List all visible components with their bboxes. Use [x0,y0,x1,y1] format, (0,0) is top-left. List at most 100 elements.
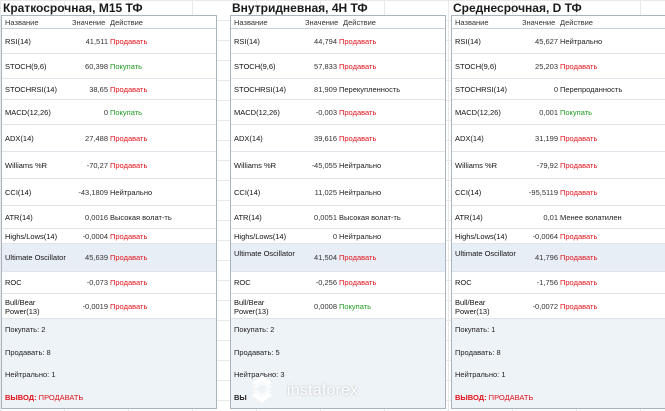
summary-buy: Покупать: 2 [234,325,275,334]
table-row: Highs/Lows(14) -0,0064 Продавать [452,229,665,244]
indicator-name: STOCH(9,6) [455,62,497,71]
indicator-value: 31,199 [535,134,558,143]
summary-neutral: Нейтрально: 3 [234,370,285,379]
indicator-action: Нейтрально [560,37,603,46]
indicator-action: Перепроданность [560,85,623,94]
indicator-action: Продавать [110,302,148,311]
indicator-name: STOCH(9,6) [5,62,47,71]
summary-buy: Покупать: 2 [5,325,46,334]
table-row: MACD(12,26) 0 Покупать [2,100,216,125]
indicator-value: 0,001 [539,108,558,117]
indicator-name: STOCHRSI(14) [5,85,57,94]
indicator-action: Продавать [110,37,148,46]
panel-title: Краткосрочная, M15 ТФ [3,1,143,15]
indicator-name: RSI(14) [5,37,31,46]
indicator-name: MACD(12,26) [234,108,280,117]
indicator-action: Продавать [110,253,148,262]
indicator-name: CCI(14) [5,188,32,197]
header-value: Значение [305,18,339,27]
indicator-name: ATR(14) [455,213,483,222]
indicator-name: Highs/Lows(14) [234,232,287,241]
table-row: STOCH(9,6) 60,398 Покупать [2,54,216,79]
panel-title: Среднесрочная, D ТФ [453,1,582,15]
header-action: Действие [343,18,376,27]
indicator-action: Покупать [110,62,143,71]
indicator-name: Williams %R [455,161,498,170]
table-header: Название Значение Действие [452,16,665,29]
table-row: RSI(14) 41,511 Продавать [2,29,216,54]
table-row: Williams %R -70,27 Продавать [2,152,216,179]
indicator-value: 0,0016 [85,213,108,222]
indicator-value: 25,203 [535,62,558,71]
instaforex-logo-icon [252,375,272,403]
indicator-value: 0 [103,108,108,117]
indicator-action: Высокая волат-ть [110,213,172,222]
indicator-name: ADX(14) [455,134,484,143]
table-row: ADX(14) 39,616 Продавать [231,125,445,152]
indicator-value: -0,0019 [82,302,108,311]
table-header: Название Значение Действие [2,16,216,29]
indicator-action: Продавать [110,278,148,287]
indicator-value: 81,909 [314,85,337,94]
indicator-value: 39,616 [314,134,337,143]
indicator-value: -0,256 [315,278,337,287]
summary-verdict: ВЫВОД: ПРОДАВАТЬ [455,393,533,402]
table-row: Bull/Bear Power(13) -0,0072 Продавать [452,294,665,319]
indicator-value: 0 [332,232,337,241]
indicator-action: Продавать [560,302,598,311]
indicator-value: -70,27 [86,161,108,170]
indicator-value: 0,01 [543,213,558,222]
table-row: MACD(12,26) -0,003 Продавать [231,100,445,125]
indicator-action: Покупать [110,108,143,117]
table-row: Ultimate Oscillator 41,504 Продавать [231,244,445,272]
indicator-action: Продавать [560,188,598,197]
table-row: ROC -0,256 Продавать [231,272,445,294]
summary-verdict: ВЫВОД: ПРОДАВАТЬ [5,393,83,402]
header-name: Название [234,18,268,27]
indicator-action: Нейтрально [110,188,153,197]
indicator-action: Покупать [560,108,593,117]
table-row: Bull/Bear Power(13) 0,0008 Покупать [231,294,445,319]
header-action: Действие [110,18,143,27]
summary-neutral: Нейтрально: 1 [5,370,56,379]
table-row: STOCHRSI(14) 81,909 Перекупленность [231,79,445,100]
indicator-action: Продавать [339,278,377,287]
indicator-action: Продавать [339,108,377,117]
indicator-value: -1,756 [536,278,558,287]
indicator-value: 41,796 [535,253,558,262]
indicator-action: Продавать [560,232,598,241]
indicator-name: CCI(14) [234,188,261,197]
table-row: Williams %R -45,055 Нейтрально [231,152,445,179]
indicator-name: STOCH(9,6) [234,62,276,71]
table-row: ADX(14) 27,488 Продавать [2,125,216,152]
indicator-name: ROC [455,278,472,287]
indicator-action: Нейтрально [339,188,382,197]
indicator-name: ADX(14) [5,134,34,143]
table-row: ATR(14) 0,0016 Высокая волат-ть [2,206,216,229]
verdict-label: ВЫ [234,393,247,402]
indicator-name: Bull/Bear Power(13) [5,298,40,316]
table-row: ROC -0,073 Продавать [2,272,216,294]
indicator-action: Продавать [110,161,148,170]
indicator-value: -0,0072 [532,302,558,311]
indicator-value: 0,0008 [314,302,337,311]
indicator-action: Нейтрально [339,161,382,170]
table-row: CCI(14) 11,025 Нейтрально [231,179,445,206]
header-name: Название [455,18,489,27]
indicator-name: Williams %R [234,161,277,170]
summary-box: Покупать: 1 Продавать: 8 Нейтрально: 1 В… [452,319,665,408]
table-row: RSI(14) 45,627 Нейтрально [452,29,665,54]
header-name: Название [5,18,39,27]
indicator-value: 45,639 [85,253,108,262]
panel-d: Среднесрочная, D ТФ Название Значение Де… [451,0,665,411]
table-row: CCI(14) -95,5119 Продавать [452,179,665,206]
indicator-action: Продавать [560,253,598,262]
table-row: ADX(14) 31,199 Продавать [452,125,665,152]
indicator-action: Продавать [339,134,377,143]
indicator-value: 38,65 [89,85,108,94]
summary-box: Покупать: 2 Продавать: 8 Нейтрально: 1 В… [2,319,216,408]
indicator-name: STOCHRSI(14) [234,85,286,94]
table-row: ROC -1,756 Продавать [452,272,665,294]
indicator-table: Название Значение Действие RSI(14) 45,627… [451,15,665,409]
indicator-value: -0,0004 [82,232,108,241]
